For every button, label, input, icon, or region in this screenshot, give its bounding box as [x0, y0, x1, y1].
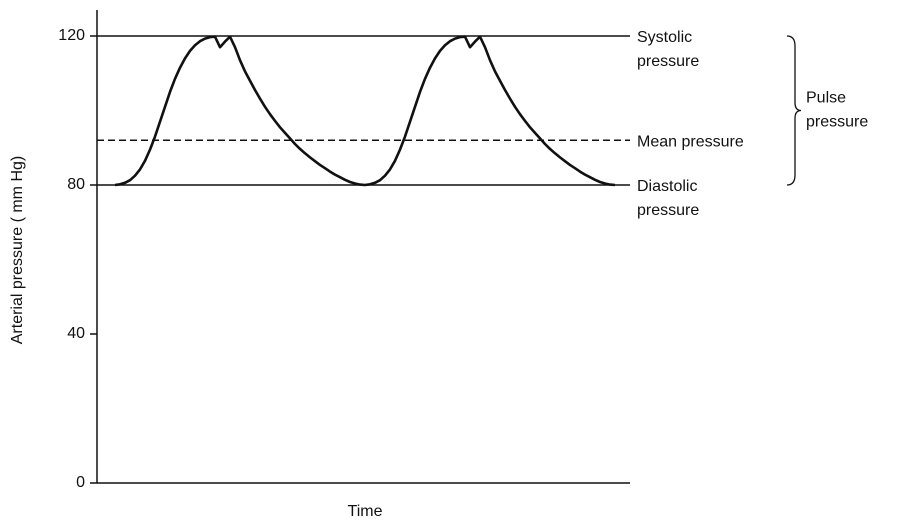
y-tick-label: 40: [67, 325, 85, 342]
y-axis-label: Arterial pressure ( mm Hg): [9, 156, 26, 344]
y-tick-label: 0: [76, 474, 85, 491]
reference-label: pressure: [637, 53, 699, 70]
brace-label: Pulse: [806, 90, 846, 107]
reference-label: Mean pressure: [637, 134, 744, 151]
y-tick-label: 80: [67, 176, 85, 193]
reference-label: pressure: [637, 202, 699, 219]
brace-label: pressure: [806, 114, 868, 131]
x-axis-label: Time: [348, 503, 383, 520]
brace: [786, 35, 802, 186]
pressure-curve: [114, 35, 616, 187]
reference-label: Systolic: [637, 29, 692, 46]
y-tick-label: 120: [58, 27, 85, 44]
reference-label: Diastolic: [637, 178, 697, 195]
